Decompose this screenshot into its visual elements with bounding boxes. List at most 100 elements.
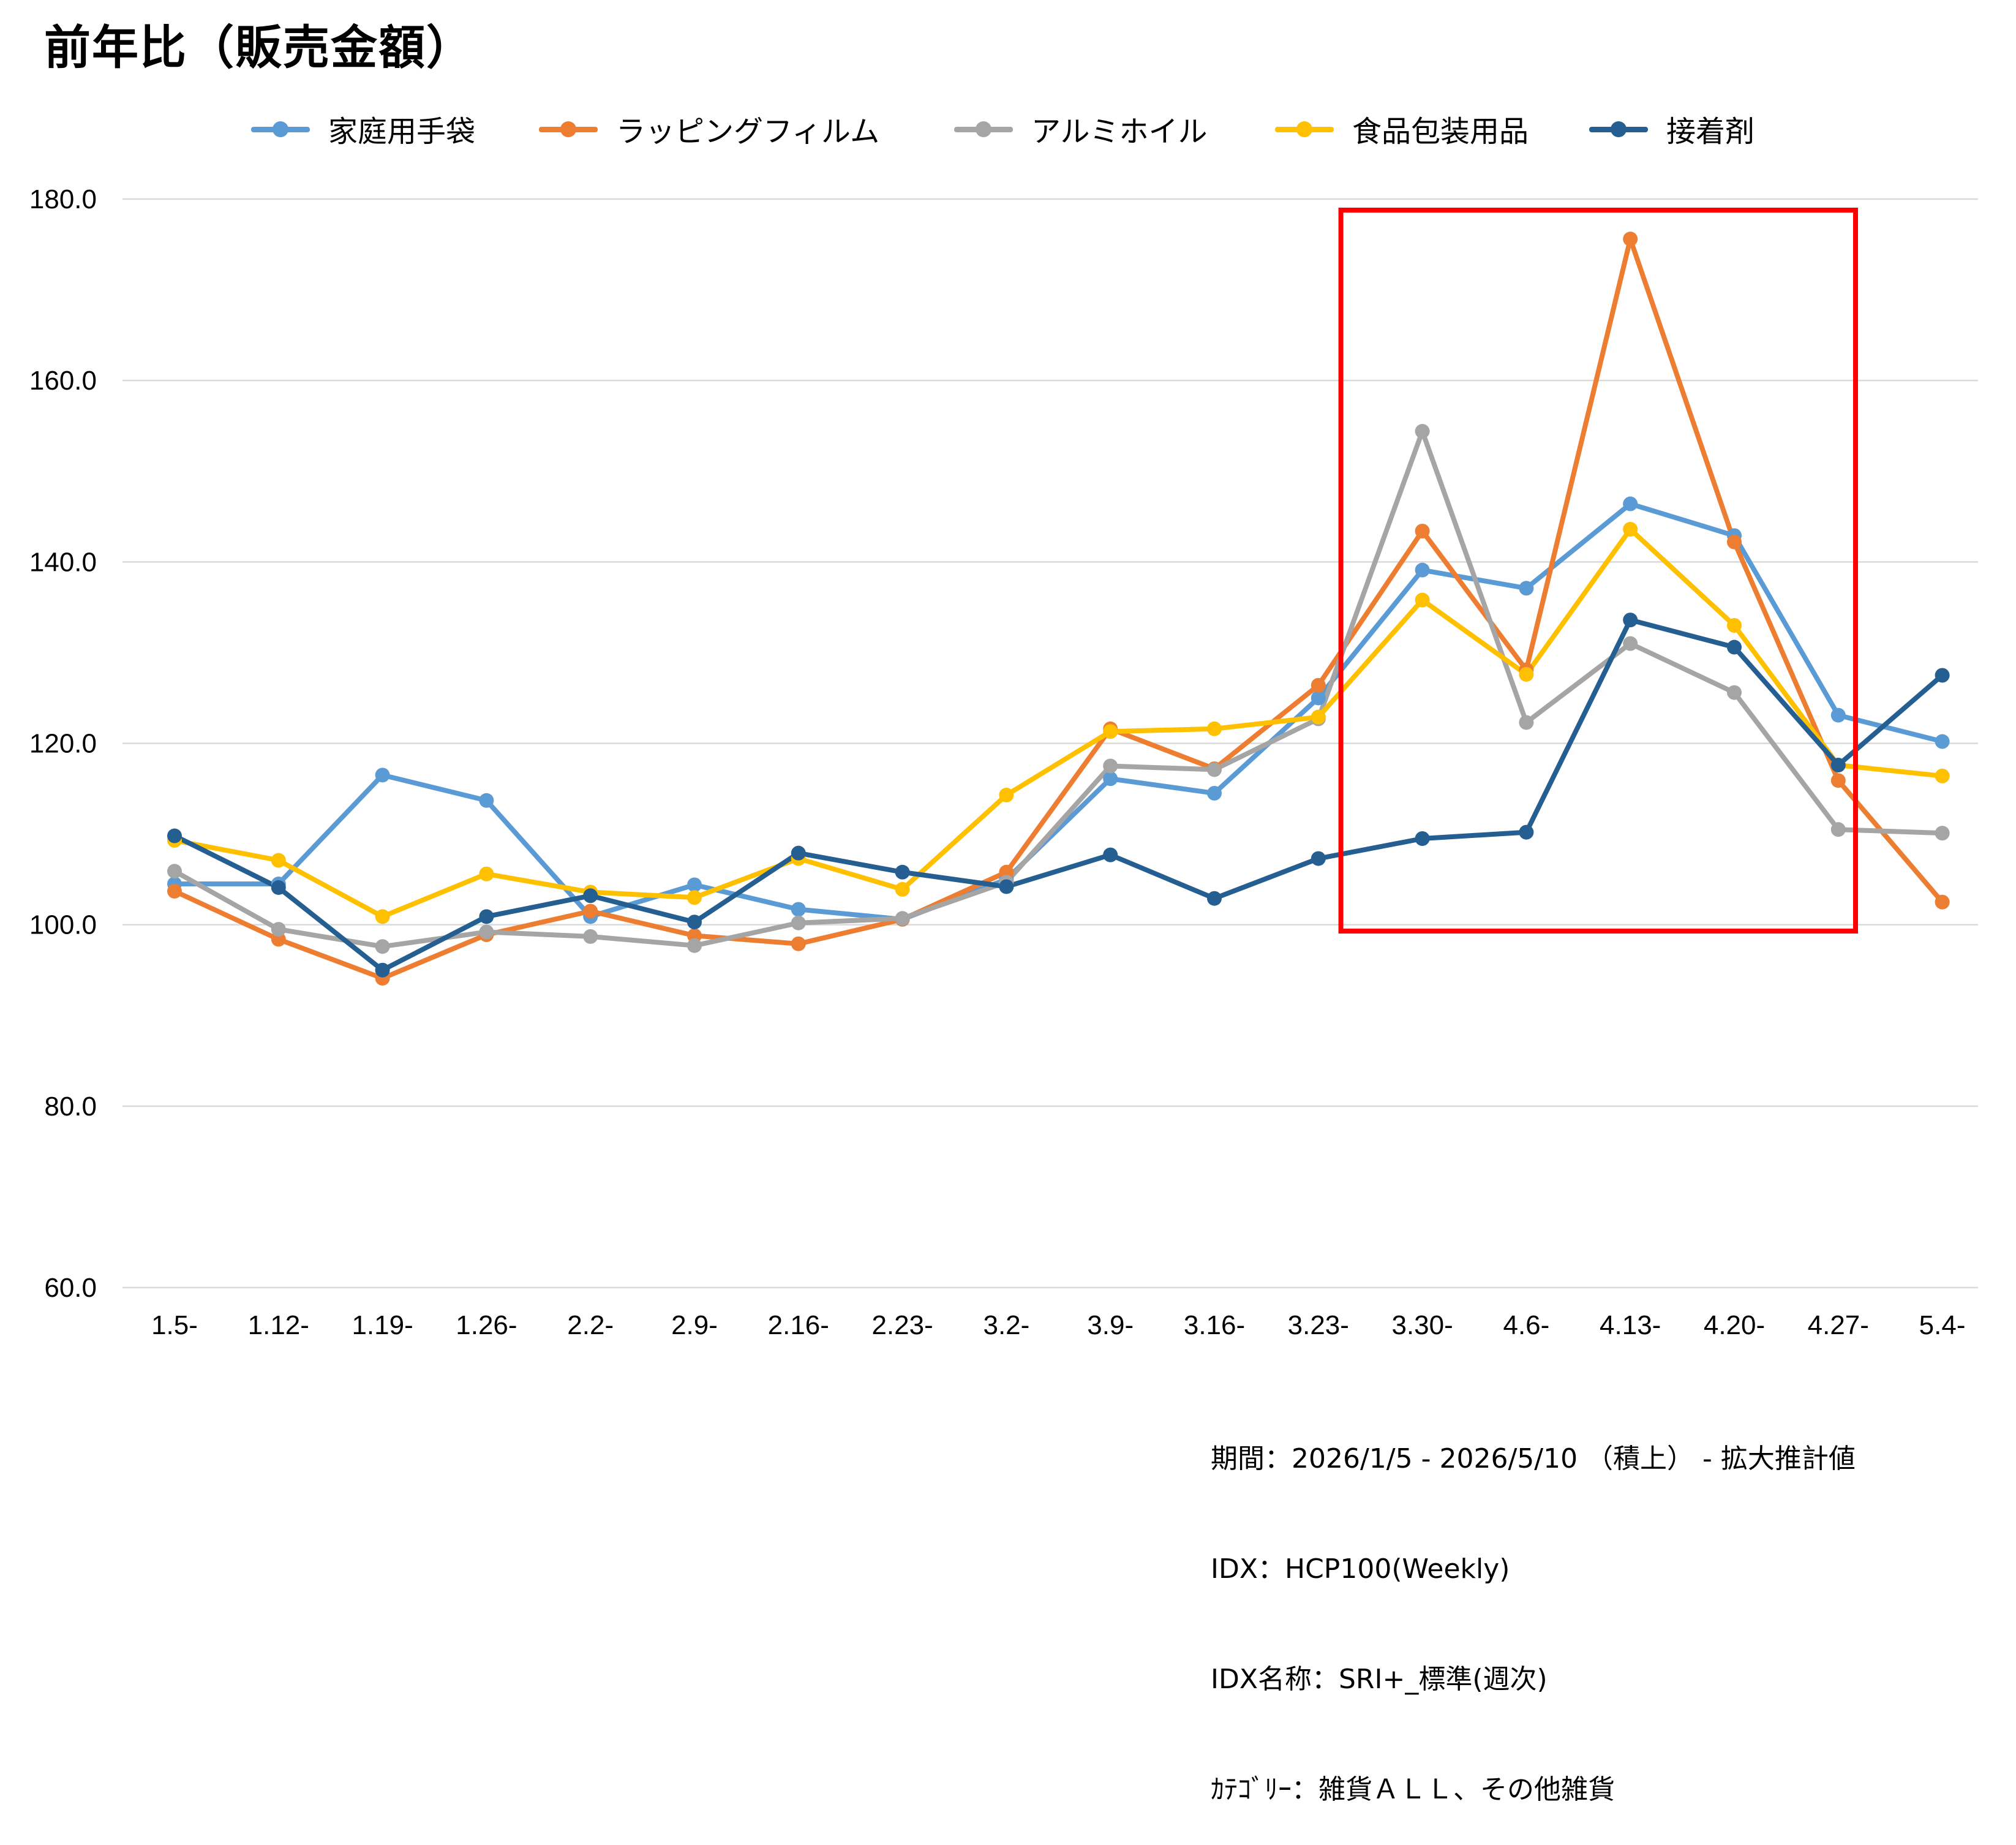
data-point bbox=[167, 864, 182, 879]
data-point bbox=[1727, 685, 1742, 700]
data-point bbox=[167, 828, 182, 843]
data-point bbox=[167, 883, 182, 899]
legend-item: 食品包装用品 bbox=[1275, 104, 1529, 153]
data-point bbox=[583, 929, 598, 944]
data-point bbox=[1415, 831, 1430, 846]
gridlines bbox=[122, 198, 1978, 1289]
data-point bbox=[687, 915, 702, 930]
data-point bbox=[1727, 534, 1742, 549]
x-tick-label: 3.23- bbox=[1288, 1310, 1349, 1340]
data-point bbox=[791, 902, 806, 917]
series-lines bbox=[172, 236, 1945, 981]
chart-legend: 家庭用手袋 ラッピングフィルム アルミホイル 食品包装用品 接着剤 bbox=[0, 104, 2016, 153]
data-point bbox=[1623, 613, 1638, 628]
data-point bbox=[895, 864, 910, 880]
series-line-4 bbox=[172, 617, 1945, 973]
data-point bbox=[479, 924, 494, 940]
data-point bbox=[375, 909, 390, 924]
data-point bbox=[271, 922, 286, 937]
data-point bbox=[687, 877, 702, 892]
legend-swatch bbox=[1275, 104, 1334, 153]
y-tick-label: 120.0 bbox=[29, 729, 97, 759]
legend-item: 接着剤 bbox=[1589, 104, 1755, 153]
x-tick-label: 3.16- bbox=[1184, 1310, 1245, 1340]
data-point bbox=[791, 845, 806, 861]
series-markers bbox=[167, 232, 1950, 986]
y-tick-label: 140.0 bbox=[29, 547, 97, 577]
data-point bbox=[895, 881, 910, 897]
data-point bbox=[479, 793, 494, 808]
footnote-category: ｶﾃｺﾞﾘｰ：雑貨ＡＬＬ、その他雑貨 bbox=[1211, 1774, 1615, 1805]
series-line-0 bbox=[172, 501, 1945, 922]
footnote-period: 期間：2026/1/5 - 2026/5/10 （積上） - 拡大推計値 bbox=[1211, 1443, 1856, 1474]
legend-item: アルミホイル bbox=[954, 104, 1208, 153]
x-tick-label: 4.6- bbox=[1503, 1310, 1549, 1340]
x-tick-label: 4.20- bbox=[1704, 1310, 1765, 1340]
legend-label: 食品包装用品 bbox=[1352, 115, 1529, 149]
data-point bbox=[1727, 640, 1742, 655]
data-point bbox=[1623, 636, 1638, 651]
data-point bbox=[1830, 758, 1846, 773]
legend-swatch bbox=[1589, 104, 1648, 153]
footnote-index-name: IDX名称：SRI+_標準(週次) bbox=[1211, 1664, 1548, 1695]
data-point bbox=[791, 936, 806, 951]
footnote-index: IDX：HCP100(Weekly) bbox=[1211, 1553, 1510, 1585]
legend-swatch bbox=[251, 104, 310, 153]
data-point bbox=[1415, 424, 1430, 439]
data-point bbox=[1311, 677, 1326, 693]
y-axis-tick-labels: 60.0 80.0 100.0 120.0 140.0 160.0 180.0 bbox=[29, 184, 97, 1303]
x-axis-tick-labels: 1.5- 1.12- 1.19- 1.26- 2.2- 2.9- 2.16- 2.23- 3.2… bbox=[151, 1310, 1965, 1340]
series-markers-2 bbox=[167, 424, 1950, 954]
data-point bbox=[271, 853, 286, 868]
data-point bbox=[1935, 668, 1950, 683]
x-tick-label: 3.9- bbox=[1087, 1310, 1134, 1340]
y-tick-label: 160.0 bbox=[29, 366, 97, 396]
data-point bbox=[1623, 522, 1638, 537]
x-tick-label: 4.13- bbox=[1600, 1310, 1661, 1340]
series-markers-3 bbox=[167, 522, 1950, 924]
x-tick-label: 1.12- bbox=[248, 1310, 309, 1340]
legend-item: 家庭用手袋 bbox=[251, 104, 475, 153]
data-point bbox=[583, 904, 598, 919]
data-point bbox=[791, 915, 806, 930]
series-line-1 bbox=[172, 236, 1945, 981]
x-tick-label: 2.23- bbox=[871, 1310, 933, 1340]
legend-label: アルミホイル bbox=[1031, 115, 1208, 149]
data-point bbox=[1415, 523, 1430, 538]
x-tick-label: 4.27- bbox=[1808, 1310, 1869, 1340]
legend-label: 家庭用手袋 bbox=[328, 115, 476, 149]
data-point bbox=[375, 768, 390, 783]
data-point bbox=[1103, 771, 1118, 787]
data-point bbox=[1311, 709, 1326, 725]
data-point bbox=[1519, 715, 1534, 730]
data-point bbox=[375, 939, 390, 954]
x-tick-label: 2.16- bbox=[768, 1310, 829, 1340]
y-tick-label: 180.0 bbox=[29, 184, 97, 214]
data-point bbox=[1519, 581, 1534, 596]
series-line-2 bbox=[172, 429, 1945, 949]
legend-label: ラッピングフィルム bbox=[616, 115, 880, 149]
data-point bbox=[999, 787, 1014, 802]
x-tick-label: 1.26- bbox=[456, 1310, 517, 1340]
data-point bbox=[1311, 851, 1326, 866]
data-point bbox=[1415, 592, 1430, 608]
legend-item: ラッピングフィルム bbox=[539, 104, 879, 153]
data-point bbox=[1727, 617, 1742, 633]
chart-title: 前年比（販売金額） bbox=[44, 20, 474, 75]
y-tick-label: 100.0 bbox=[29, 910, 97, 940]
data-point bbox=[895, 911, 910, 926]
data-point bbox=[1207, 762, 1222, 777]
x-tick-label: 1.5- bbox=[151, 1310, 198, 1340]
data-point bbox=[583, 888, 598, 904]
data-point bbox=[1103, 758, 1118, 774]
data-point bbox=[1935, 894, 1950, 910]
x-tick-label: 1.19- bbox=[352, 1310, 413, 1340]
data-point bbox=[1103, 847, 1118, 862]
data-point bbox=[479, 866, 494, 881]
y-tick-label: 60.0 bbox=[44, 1273, 97, 1303]
data-point bbox=[1207, 721, 1222, 736]
data-point bbox=[1623, 496, 1638, 511]
data-point bbox=[375, 962, 390, 978]
data-point bbox=[1935, 826, 1950, 841]
